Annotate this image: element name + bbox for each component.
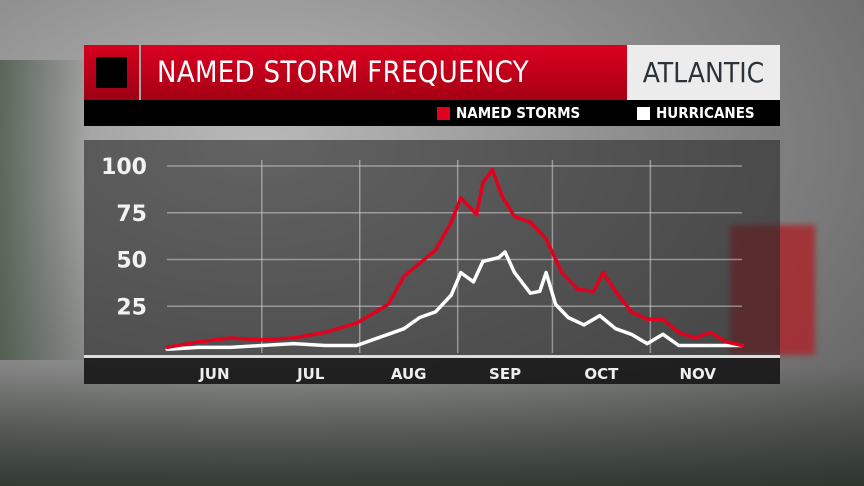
legend-label: NAMED STORMS (456, 104, 581, 122)
data-point-named-storms (323, 330, 327, 335)
chart-title: NAMED STORM FREQUENCY (141, 45, 627, 100)
data-point-named-storms (591, 289, 596, 293)
legend-label: HURRICANES (656, 104, 755, 122)
data-point-named-storms (260, 338, 264, 342)
data-point-named-storms (708, 330, 713, 335)
data-point-named-storms (481, 181, 485, 185)
data-point-hurricanes (538, 289, 542, 293)
data-point-hurricanes (354, 343, 359, 348)
data-point-named-storms (629, 310, 634, 314)
data-point-hurricanes (544, 270, 548, 275)
data-point-named-storms (677, 330, 681, 335)
x-tick-label: NOV (680, 365, 717, 383)
legend-item-named-storms: NAMED STORMS (437, 100, 580, 126)
data-point-hurricanes (553, 302, 558, 306)
data-point-named-storms (740, 343, 744, 348)
data-point-named-storms (490, 168, 495, 172)
legend-swatch-red (437, 106, 450, 120)
data-point-hurricanes (402, 327, 406, 331)
logo-square-inner (96, 57, 127, 88)
data-point-named-storms (386, 302, 390, 306)
data-point-hurricanes (449, 293, 453, 297)
data-point-hurricanes (708, 343, 713, 348)
data-point-hurricanes (645, 342, 649, 346)
data-point-hurricanes (323, 343, 327, 348)
data-point-hurricanes (629, 332, 634, 336)
data-point-named-storms (645, 317, 649, 321)
region-label: ATLANTIC (627, 45, 780, 100)
data-point-hurricanes (481, 259, 485, 263)
y-tick-label: 75 (116, 202, 147, 227)
data-point-hurricanes (582, 323, 586, 327)
x-tick-label: JUN (198, 365, 229, 383)
legend: NAMED STORMS HURRICANES (84, 100, 780, 126)
data-point-named-storms (165, 345, 169, 349)
data-point-hurricanes (497, 256, 501, 260)
x-tick-label: JUL (296, 365, 325, 383)
data-point-named-storms (449, 220, 453, 224)
data-point-hurricanes (228, 345, 232, 349)
background-palms (0, 366, 864, 486)
data-point-hurricanes (386, 332, 390, 336)
data-point-named-storms (433, 248, 438, 252)
data-point-named-storms (576, 287, 580, 292)
series-line-hurricanes (166, 250, 742, 352)
data-point-named-storms (693, 336, 697, 340)
data-point-hurricanes (418, 315, 422, 320)
data-point-named-storms (512, 214, 517, 219)
data-point-named-storms (418, 261, 422, 265)
data-point-hurricanes (196, 345, 201, 349)
data-point-named-storms (614, 289, 618, 293)
data-point-named-storms (560, 270, 564, 275)
data-point-hurricanes (528, 291, 532, 295)
data-point-hurricanes (598, 314, 602, 318)
data-point-named-storms (402, 274, 406, 278)
data-point-named-storms (544, 237, 548, 241)
background-foliage (0, 60, 90, 360)
data-point-hurricanes (614, 327, 618, 331)
data-point-named-storms (291, 336, 295, 340)
data-point-hurricanes (471, 280, 476, 284)
data-point-named-storms (661, 317, 665, 321)
y-tick-label: 100 (101, 155, 147, 180)
data-point-hurricanes (433, 310, 438, 314)
series-line-named-storms (166, 167, 743, 350)
data-point-named-storms (228, 336, 232, 340)
x-tick-label: OCT (584, 365, 619, 383)
data-point-hurricanes (459, 270, 463, 275)
data-point-hurricanes (503, 250, 507, 254)
legend-swatch-white (637, 106, 650, 120)
y-tick-label: 25 (116, 295, 147, 320)
data-point-named-storms (459, 196, 463, 200)
data-point-named-storms (601, 270, 605, 275)
data-point-hurricanes (260, 343, 264, 348)
data-point-hurricanes (512, 270, 517, 275)
data-point-hurricanes (693, 343, 697, 348)
data-point-hurricanes (661, 332, 665, 336)
data-point-named-storms (500, 194, 504, 198)
data-point-hurricanes (677, 343, 681, 348)
legend-item-hurricanes: HURRICANES (637, 100, 755, 126)
data-point-named-storms (354, 321, 359, 325)
x-tick-label: AUG (391, 365, 427, 383)
data-point-hurricanes (566, 315, 570, 320)
data-point-named-storms (528, 220, 532, 224)
data-point-named-storms (475, 213, 479, 217)
x-axis-band (84, 355, 780, 384)
y-tick-label: 50 (116, 249, 147, 274)
data-point-hurricanes (291, 342, 295, 346)
logo-square (84, 45, 139, 100)
data-point-named-storms (196, 340, 201, 344)
data-point-named-storms (724, 340, 728, 344)
x-tick-label: SEP (489, 365, 521, 383)
